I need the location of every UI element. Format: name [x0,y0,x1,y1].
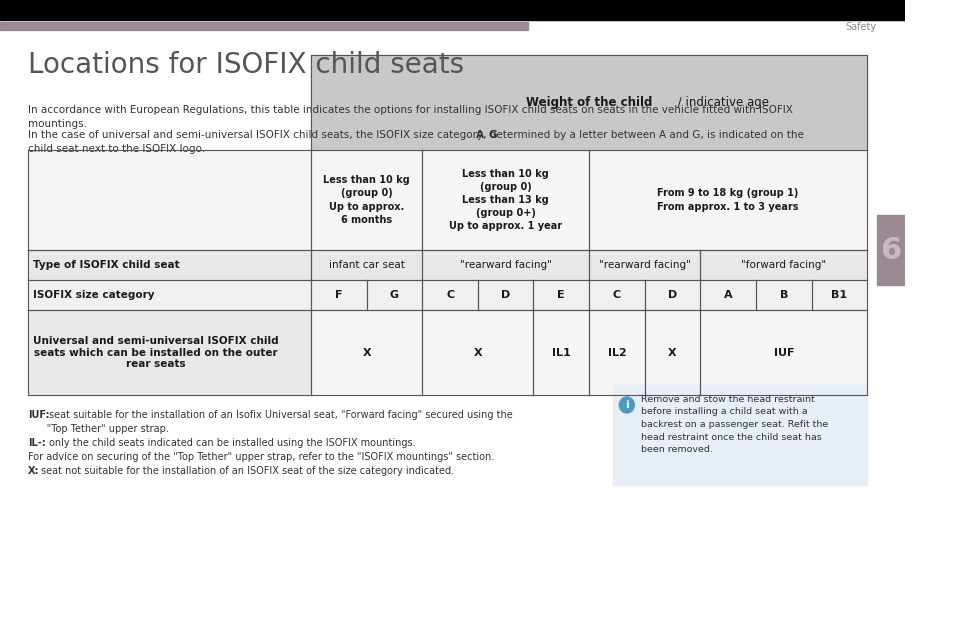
Bar [28,250,311,280]
Text: E: E [558,290,565,300]
Text: C: C [612,290,621,300]
Bar [422,250,589,280]
Text: X: X [668,348,677,358]
Bar [367,280,422,310]
Text: X: X [473,348,482,358]
Bar [0,0,905,20]
Text: Safety: Safety [846,22,876,32]
Text: A: A [724,290,732,300]
Text: IL1: IL1 [552,348,570,358]
Bar [589,250,701,280]
Text: i: i [625,400,629,410]
Text: D: D [501,290,511,300]
Text: IUF: IUF [774,348,794,358]
Text: seat not suitable for the installation of an ISOFIX seat of the size category in: seat not suitable for the installation o… [41,466,454,476]
Bar [701,250,867,280]
Text: Universal and semi-universal ISOFIX child
seats which can be installed on the ou: Universal and semi-universal ISOFIX chil… [33,336,278,369]
Text: X: X [362,348,371,358]
Text: In the case of universal and semi-universal ISOFIX child seats, the ISOFIX size : In the case of universal and semi-univer… [28,130,804,154]
Bar [311,280,367,310]
Text: ISOFIX size category: ISOFIX size category [33,290,155,300]
Text: C: C [446,290,454,300]
Text: Remove and stow the head restraint
before installing a child seat with a
backres: Remove and stow the head restraint befor… [641,395,828,454]
Bar [645,280,701,310]
Text: G: G [489,130,496,140]
Text: 6: 6 [880,236,901,264]
Text: "rearward facing": "rearward facing" [599,260,690,270]
Bar [28,150,311,250]
Text: F: F [335,290,343,300]
Bar [534,310,589,395]
Bar [811,280,867,310]
Text: X:: X: [28,466,39,476]
Text: infant car seat: infant car seat [328,260,404,270]
Bar [422,310,534,395]
Bar [422,280,478,310]
Bar [589,280,645,310]
Bar [311,55,867,150]
Bar [701,280,756,310]
Bar [311,150,422,250]
Text: IL-:: IL-: [28,438,46,448]
Text: Weight of the child: Weight of the child [526,96,652,109]
Bar [311,250,422,280]
Text: IL2: IL2 [608,348,626,358]
Text: IUF:: IUF: [28,410,50,420]
Bar [534,280,589,310]
Text: "Top Tether" upper strap.: "Top Tether" upper strap. [28,424,169,434]
Text: In accordance with European Regulations, this table indicates the options for in: In accordance with European Regulations,… [28,105,793,129]
Text: G: G [390,290,399,300]
Bar [701,310,867,395]
Text: A: A [476,130,484,140]
Bar [756,280,811,310]
Bar [645,310,701,395]
Bar [28,310,311,395]
Circle shape [619,397,635,413]
Text: B: B [780,290,788,300]
Text: Less than 10 kg
(group 0)
Less than 13 kg
(group 0+)
Up to approx. 1 year: Less than 10 kg (group 0) Less than 13 k… [449,168,563,232]
Text: / indicative age: / indicative age [674,96,769,109]
Bar [876,215,905,285]
Bar [0,22,528,30]
Bar [311,310,422,395]
Bar [589,150,867,250]
Text: B1: B1 [831,290,848,300]
Text: Type of ISOFIX child seat: Type of ISOFIX child seat [33,260,180,270]
Text: "rearward facing": "rearward facing" [460,260,552,270]
Text: Locations for ISOFIX child seats: Locations for ISOFIX child seats [28,51,465,79]
Bar [589,310,645,395]
Text: Less than 10 kg
(group 0)
Up to approx.
6 months: Less than 10 kg (group 0) Up to approx. … [324,175,410,225]
Bar [612,385,867,485]
Bar [478,280,534,310]
Text: D: D [668,290,677,300]
Text: For advice on securing of the "Top Tether" upper strap, refer to the "ISOFIX mou: For advice on securing of the "Top Tethe… [28,452,494,462]
Bar [28,280,311,310]
Text: only the child seats indicated can be installed using the ISOFIX mountings.: only the child seats indicated can be in… [50,438,416,448]
Text: From 9 to 18 kg (group 1)
From approx. 1 to 3 years: From 9 to 18 kg (group 1) From approx. 1… [658,188,799,212]
Text: "forward facing": "forward facing" [741,260,827,270]
Bar [422,150,589,250]
Text: seat suitable for the installation of an Isofix Universal seat, "Forward facing": seat suitable for the installation of an… [50,410,514,420]
